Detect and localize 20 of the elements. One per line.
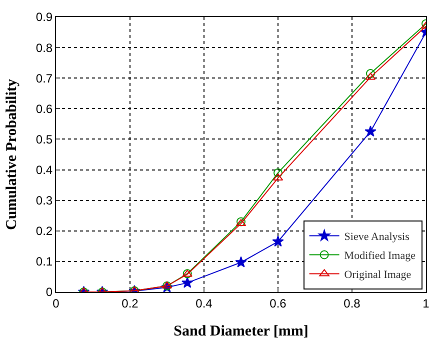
y-tick-label: 0.2 <box>36 224 53 238</box>
x-tick-label: 0.2 <box>122 296 139 310</box>
y-tick-label: 0.6 <box>36 102 53 116</box>
y-axis-title: Cumulative Probability <box>4 78 20 230</box>
legend-label: Original Image <box>344 269 412 282</box>
y-tick-label: 0.9 <box>36 10 53 24</box>
legend-label: Modified Image <box>344 250 416 262</box>
legend-label: Sieve Analysis <box>344 231 410 244</box>
y-tick-label: 0 <box>46 285 53 300</box>
x-axis-title: Sand Diameter [mm] <box>174 323 308 340</box>
y-tick-label: 0.4 <box>36 162 53 177</box>
y-tick-label: 0.7 <box>36 71 53 86</box>
x-tick-label: 0.8 <box>344 296 361 310</box>
y-tick-label: 0.5 <box>36 132 53 146</box>
x-tick-label: 1 <box>422 296 430 310</box>
y-tick-label: 0.8 <box>36 40 53 55</box>
y-tick-label: 0.1 <box>36 254 53 269</box>
y-tick-label: 0.3 <box>36 194 53 208</box>
x-tick-label: 0.6 <box>270 296 287 310</box>
x-tick-label: 0.4 <box>196 296 213 310</box>
